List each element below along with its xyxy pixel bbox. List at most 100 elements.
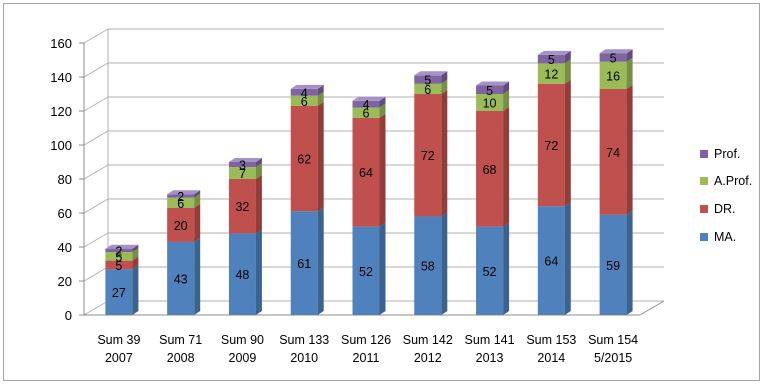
bar-dr [476,111,504,227]
bar-prof [414,75,442,84]
bar-side [564,202,571,315]
bar-aprof [537,63,565,84]
legend-swatch-aprof [700,177,708,185]
bar-ma [228,233,256,315]
data-label: 10 [483,97,497,111]
bar-ma [537,206,565,315]
bar-top [599,49,633,54]
data-label: 61 [297,257,311,271]
bar-aprof [105,252,133,261]
bar-top [290,84,324,89]
gridline-side [83,62,109,78]
bar-side [441,79,448,94]
x-tick-label-year: 2013 [476,351,504,365]
y-tick-label: 60 [58,206,72,221]
bar-ma [290,211,318,315]
bar-side [503,81,510,94]
bar-dr [290,105,318,212]
x-tick-label-year: 5/2015 [594,351,632,365]
x-tick-label-year: 2009 [229,351,257,365]
x-tick-label: Sum 126 [341,333,391,347]
x-tick-label-year: 2010 [290,351,318,365]
bar-side [132,256,139,270]
bar-dr [228,179,256,234]
x-tick-label-year: 2012 [414,351,442,365]
bar-top [167,190,201,195]
bar-top [414,71,448,76]
bar-side [194,237,201,315]
bar-aprof [352,107,380,118]
data-label: 2 [115,244,122,258]
bar-side [503,222,510,315]
bar-top [476,81,510,86]
data-label: 27 [112,286,126,300]
bar-prof [167,194,195,198]
legend-label: DR. [714,202,736,216]
y-tick-label: 40 [58,240,72,255]
bar-aprof [599,61,627,89]
bar-aprof [228,167,256,179]
data-label: 7 [239,167,246,181]
data-label: 52 [359,265,373,279]
bar-aprof [290,95,318,106]
bar-ma [414,216,442,315]
bar-aprof [414,83,442,94]
x-tick-label-year: 2014 [537,351,565,365]
bar-aprof [476,94,504,111]
bar-dr [352,117,380,227]
y-tick-label: 140 [50,70,72,85]
bar-side [132,244,139,253]
bar-side [441,71,448,84]
bar-top [228,158,262,162]
y-tick-label: 80 [58,172,72,187]
bar-side [317,91,324,106]
data-label: 5 [486,84,493,98]
x-tick-label: Sum 39 [97,333,140,347]
bar-side [132,248,139,261]
bar-side [194,203,201,242]
legend-label: Prof. [714,147,740,161]
x-tick-label: Sum 153 [526,333,576,347]
data-label: 5 [115,250,122,264]
gridline-side [83,96,109,112]
bar-ma [167,241,195,315]
bar-side [255,158,262,168]
data-label: 6 [177,197,184,211]
bar-dr [167,207,195,242]
data-label: 20 [174,219,188,233]
bar-prof [228,162,256,168]
bar-ma [105,269,133,315]
legend-swatch-dr [700,205,708,213]
bar-prof [290,88,318,96]
x-tick-label-year: 2008 [167,351,195,365]
bar-prof [476,85,504,94]
legend-label: A.Prof. [714,174,752,188]
gridline-side [83,164,109,180]
bar-side [379,113,386,227]
bar-side [317,101,324,212]
data-label: 6 [424,83,431,97]
data-label: 72 [421,149,435,163]
data-label: 64 [544,255,558,269]
data-label: 59 [606,259,620,273]
y-tick-label: 160 [50,36,72,51]
bar-side [626,49,633,62]
bar-side [194,190,201,198]
gridline-side [83,28,109,44]
x-tick-label: Sum 142 [403,333,453,347]
x-tick-label: Sum 71 [159,333,202,347]
bar-side [564,50,571,64]
bar-top [537,50,571,55]
bar-side [441,212,448,315]
bar-aprof [167,197,195,208]
bar-dr [414,94,442,217]
x-tick-label-year: 2007 [105,351,133,365]
data-label: 6 [301,95,308,109]
bar-prof [599,53,627,62]
bar-side [441,90,448,217]
data-label: 43 [174,272,188,286]
data-label: 5 [610,51,617,65]
bar-prof [537,54,565,64]
data-label: 64 [359,166,373,180]
